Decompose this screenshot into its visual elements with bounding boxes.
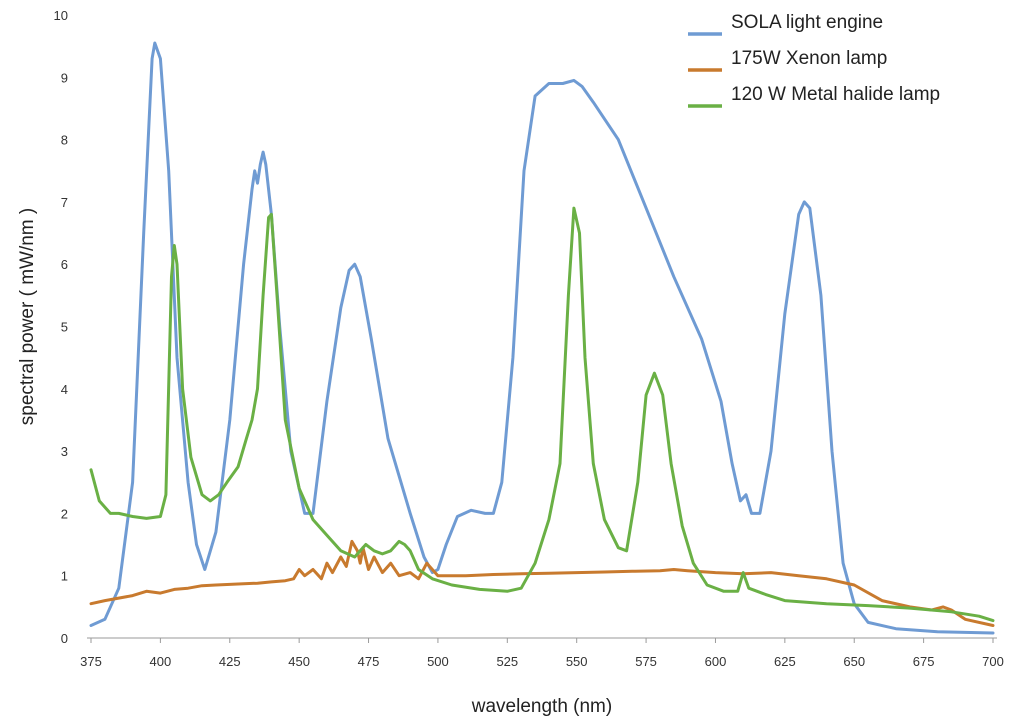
legend-label-3: 120 W Metal halide lamp [731,84,940,105]
legend-label-1: SOLA light engine [731,12,883,33]
y-tick-label: 3 [61,444,68,459]
y-tick-label: 2 [61,506,68,521]
x-tick-label: 700 [982,654,1004,669]
x-tick-label: 625 [774,654,796,669]
x-tick-label: 500 [427,654,449,669]
x-tick-label: 450 [288,654,310,669]
y-tick-label: 6 [61,257,68,272]
legend: SOLA light engine 175W Xenon lamp 120 W Me… [688,12,940,108]
x-axis-ticks: 375 400 425 450 475 500 525 550 575 600 625 650 675 7… [80,638,1004,669]
x-tick-label: 675 [913,654,935,669]
x-tick-label: 575 [635,654,657,669]
x-tick-label: 375 [80,654,102,669]
y-tick-label: 0 [61,631,68,646]
x-tick-label: 475 [358,654,380,669]
series-line-3 [89,206,995,623]
y-tick-label: 8 [61,133,68,148]
y-tick-label: 7 [61,195,68,210]
y-axis-ticks: 0 1 2 3 4 5 6 7 8 9 10 [54,8,68,646]
x-tick-label: 525 [496,654,518,669]
y-tick-label: 10 [54,8,68,23]
series-line-1 [89,41,995,635]
y-tick-label: 4 [61,382,68,397]
series-line-2 [89,539,995,627]
x-tick-label: 425 [219,654,241,669]
x-tick-label: 600 [705,654,727,669]
x-tick-label: 400 [150,654,172,669]
y-tick-label: 9 [61,70,68,85]
y-tick-label: 5 [61,320,68,335]
x-tick-label: 650 [843,654,865,669]
x-tick-label: 550 [566,654,588,669]
x-axis-title: wavelength (nm) [471,696,612,717]
series-layer [89,41,995,635]
y-axis-title: spectral power ( mW/nm ) [17,208,38,425]
y-tick-label: 1 [61,569,68,584]
legend-label-2: 175W Xenon lamp [731,48,887,69]
axes: 375 400 425 450 475 500 525 550 575 600 625 650 675 7… [54,8,1004,669]
